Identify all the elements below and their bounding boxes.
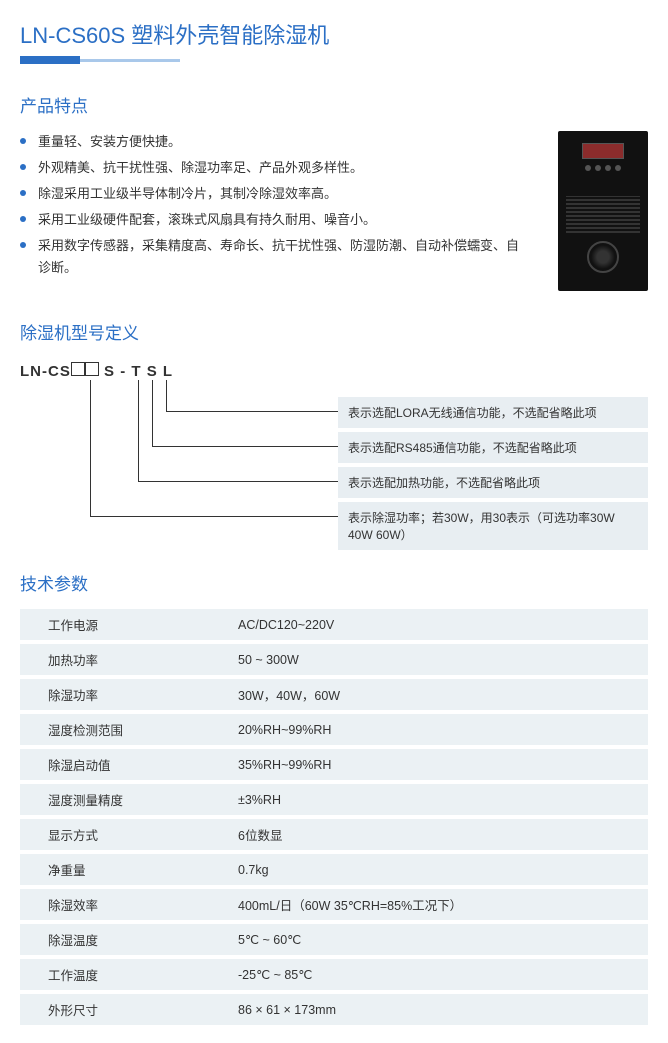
section-features-title: 产品特点	[20, 92, 648, 117]
model-def-box: 表示选配加热功能，不选配省略此项	[338, 467, 648, 498]
spec-value: 20%RH~99%RH	[228, 714, 648, 745]
model-def-box: 表示选配RS485通信功能，不选配省略此项	[338, 432, 648, 463]
spec-row: 除湿启动值35%RH~99%RH	[20, 749, 648, 780]
spec-row: 工作电源AC/DC120~220V	[20, 609, 648, 640]
feature-item: 采用数字传感器，采集精度高、寿命长、抗干扰性强、防湿防潮、自动补偿蠕变、自诊断。	[20, 235, 522, 279]
spec-label: 外形尺寸	[20, 994, 228, 1025]
product-image	[530, 131, 648, 291]
spec-label: 工作温度	[20, 959, 228, 990]
spec-row: 除湿温度5℃ ~ 60℃	[20, 924, 648, 955]
model-def-box: 表示除湿功率；若30W，用30表示（可选功率30W 40W 60W）	[338, 502, 648, 550]
spec-value: 86 × 61 × 173mm	[228, 994, 648, 1025]
feature-item: 外观精美、抗干扰性强、除湿功率足、产品外观多样性。	[20, 157, 522, 179]
model-def-box: 表示选配LORA无线通信功能，不选配省略此项	[338, 397, 648, 428]
spec-row: 工作温度-25℃ ~ 85℃	[20, 959, 648, 990]
spec-row: 外形尺寸86 × 61 × 173mm	[20, 994, 648, 1025]
page-title: LN-CS60S 塑料外壳智能除湿机	[20, 18, 648, 50]
section-specs-title: 技术参数	[20, 570, 648, 595]
spec-row: 除湿功率30W，40W，60W	[20, 679, 648, 710]
spec-value: 5℃ ~ 60℃	[228, 924, 648, 955]
spec-label: 除湿功率	[20, 679, 228, 710]
spec-value: 400mL/日（60W 35℃RH=85%工况下）	[228, 889, 648, 920]
model-lead	[90, 380, 341, 517]
model-code: LN-CS S - T S L	[20, 362, 173, 380]
spec-table: 工作电源AC/DC120~220V加热功率50 ~ 300W除湿功率30W，40…	[20, 609, 648, 1025]
spec-row: 净重量0.7kg	[20, 854, 648, 885]
spec-label: 湿度检测范围	[20, 714, 228, 745]
spec-value: 50 ~ 300W	[228, 644, 648, 675]
spec-value: AC/DC120~220V	[228, 609, 648, 640]
spec-value: 35%RH~99%RH	[228, 749, 648, 780]
spec-label: 除湿效率	[20, 889, 228, 920]
spec-label: 除湿启动值	[20, 749, 228, 780]
spec-row: 显示方式6位数显	[20, 819, 648, 850]
spec-row: 湿度测量精度±3%RH	[20, 784, 648, 815]
feature-item: 重量轻、安装方便快捷。	[20, 131, 522, 153]
title-underline	[20, 56, 180, 64]
spec-label: 净重量	[20, 854, 228, 885]
feature-item: 采用工业级硬件配套，滚珠式风扇具有持久耐用、噪音小。	[20, 209, 522, 231]
spec-label: 加热功率	[20, 644, 228, 675]
model-diagram: LN-CS S - T S L 表示选配LORA无线通信功能，不选配省略此项表示…	[20, 362, 648, 542]
spec-value: 0.7kg	[228, 854, 648, 885]
features-list: 重量轻、安装方便快捷。外观精美、抗干扰性强、除湿功率足、产品外观多样性。除湿采用…	[20, 131, 522, 284]
spec-value: 6位数显	[228, 819, 648, 850]
spec-label: 湿度测量精度	[20, 784, 228, 815]
spec-value: 30W，40W，60W	[228, 679, 648, 710]
section-modeldef-title: 除湿机型号定义	[20, 319, 648, 344]
feature-item: 除湿采用工业级半导体制冷片，其制冷除湿效率高。	[20, 183, 522, 205]
spec-value: -25℃ ~ 85℃	[228, 959, 648, 990]
spec-value: ±3%RH	[228, 784, 648, 815]
spec-row: 湿度检测范围20%RH~99%RH	[20, 714, 648, 745]
spec-row: 加热功率50 ~ 300W	[20, 644, 648, 675]
spec-label: 除湿温度	[20, 924, 228, 955]
spec-label: 工作电源	[20, 609, 228, 640]
spec-label: 显示方式	[20, 819, 228, 850]
spec-row: 除湿效率400mL/日（60W 35℃RH=85%工况下）	[20, 889, 648, 920]
